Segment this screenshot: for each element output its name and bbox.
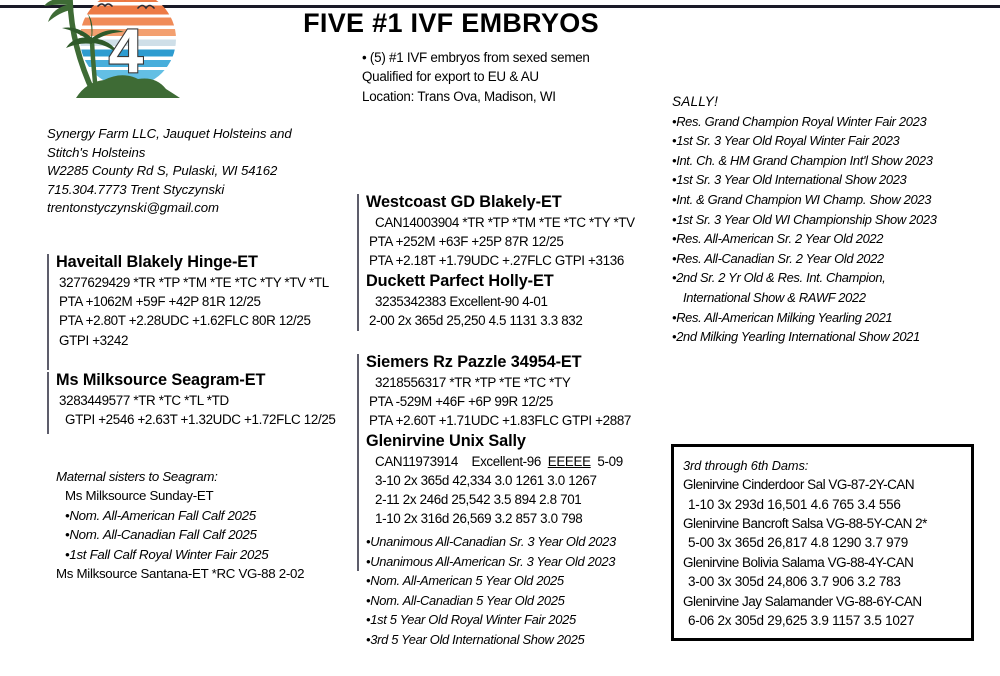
lot-number-glyph: 4: [109, 17, 144, 86]
dams-box-heading: 3rd through 6th Dams:: [683, 458, 809, 473]
sally-accolade-continuation: International Show & RAWF 2022: [683, 289, 866, 305]
dam-name: Glenirvine Bancroft Salsa VG-88-5Y-CAN 2…: [683, 516, 927, 532]
dam-entry: Glenirvine Bancroft Salsa VG-88-5Y-CAN 2…: [683, 514, 971, 553]
dam-entry: Glenirvine Jay Salamander VG-88-6Y-CAN 6…: [683, 592, 971, 631]
section-accent-bar: [357, 194, 359, 331]
sire-hinge-line: PTA +1062M +59F +42P 81R 12/25: [59, 294, 261, 310]
sire-blakely-name: Westcoast GD Blakely-ET: [366, 193, 562, 211]
sally-accolade: •2nd Sr. 2 Yr Old & Res. Int. Champion,: [672, 270, 886, 286]
maternal-sister-award: •Nom. All-Canadian Fall Calf 2025: [65, 527, 257, 543]
dam-sally-age: 5-09: [597, 453, 623, 469]
sire-pazzle-line: 3218556317 *TR *TP *TE *TC *TY: [375, 375, 571, 390]
sally-accolade: •1st Sr. 3 Year Old International Show 2…: [672, 172, 907, 188]
sally-show-result: •Nom. All-American 5 Year Old 2025: [366, 573, 564, 588]
sire-hinge-line: 3277629429 *TR *TP *TM *TE *TC *TY *TV *…: [59, 275, 329, 290]
consignor-line: 715.304.7773 Trent Styczynski: [47, 181, 225, 197]
sally-show-result: •3rd 5 Year Old International Show 2025: [366, 631, 585, 647]
maternal-sister-award: •Nom. All-American Fall Calf 2025: [65, 507, 256, 523]
sire-pazzle-line: PTA -529M +46F +6P 99R 12/25: [369, 394, 553, 410]
sire-blakely-line: PTA +252M +63F +25P 87R 12/25: [369, 234, 564, 250]
sally-accolades-panel: SALLY! •Res. Grand Champion Royal Winter…: [672, 92, 992, 347]
dam-sally-breakdown: EEEEE: [547, 453, 591, 469]
dam-record: 1-10 3x 293d 16,501 4.6 765 3.4 556: [688, 496, 901, 512]
dam-sally-name: Glenirvine Unix Sally: [366, 431, 526, 450]
dam-sally-reg: CAN11973914: [375, 453, 459, 469]
sally-show-results-list: •Unanimous All-Canadian Sr. 3 Year Old 2…: [366, 532, 666, 649]
dam-name: Glenirvine Jay Salamander VG-88-6Y-CAN: [683, 593, 922, 609]
sire-hinge-line: PTA +2.80T +2.28UDC +1.62FLC 80R 12/25: [59, 313, 311, 329]
sire-blakely-line: PTA +2.18T +1.79UDC +.27FLC GTPI +3136: [369, 253, 624, 269]
lot-description-line: • (5) #1 IVF embryos from sexed semen: [362, 50, 590, 65]
dam-record: 3-00 3x 305d 24,806 3.7 906 3.2 783: [688, 574, 901, 590]
farm-logo: 4: [40, 0, 220, 129]
dams-pedigree-box: 3rd through 6th Dams: Glenirvine Cinderd…: [671, 444, 974, 641]
sally-accolade: •Res. All-American Sr. 2 Year Old 2022: [672, 231, 884, 247]
consignor-email: trentonstyczynski@gmail.com: [47, 200, 219, 216]
dam-holly-record: 2-00 2x 365d 25,250 4.5 1131 3.3 832: [369, 312, 583, 328]
dam-record: 5-00 3x 365d 26,817 4.8 1290 3.7 979: [688, 535, 908, 551]
sally-accolade: •Int. & Grand Champion WI Champ. Show 20…: [672, 191, 932, 207]
sally-accolade: •2nd Milking Yearling International Show…: [672, 329, 920, 345]
sally-show-result: •Unanimous All-American Sr. 3 Year Old 2…: [366, 553, 616, 569]
section-accent-bar: [357, 354, 359, 571]
consignor-line: Synergy Farm LLC, Jauquet Holsteins and: [47, 126, 292, 141]
sally-show-result: •Unanimous All-Canadian Sr. 3 Year Old 2…: [366, 534, 616, 549]
maternal-sister-award: •1st Fall Calf Royal Winter Fair 2025: [65, 546, 269, 562]
dam-seagram-section: Ms Milksource Seagram-ET 3283449577 *TR …: [47, 370, 336, 434]
dam-seagram-line: GTPI +2546 +2.63T +1.32UDC +1.72FLC 12/2…: [65, 412, 336, 428]
sally-accolade: •1st Sr. 3 Year Old WI Championship Show…: [672, 211, 937, 227]
section-accent-bar: [47, 372, 49, 434]
maternal-sister-name: Ms Milksource Sunday-ET: [65, 488, 214, 504]
maternal-sister-name: Ms Milksource Santana-ET *RC VG-88 2-02: [56, 566, 305, 582]
lot-description-line: Qualified for export to EU & AU: [362, 69, 539, 85]
consignor-address-block: Synergy Farm LLC, Jauquet Holsteins and …: [47, 125, 347, 218]
sally-panel-heading: SALLY!: [672, 94, 719, 109]
sire-hinge-line: GTPI +3242: [59, 332, 129, 348]
dam-sally-id-line: CAN11973914 Excellent-96 EEEEE 5-09: [366, 452, 631, 471]
dam-holly-name: Duckett Parfect Holly-ET: [366, 271, 554, 290]
lot-description: • (5) #1 IVF embryos from sexed semen Qu…: [362, 48, 662, 106]
dam-sally-record: 2-11 2x 246d 25,542 3.5 894 2.8 701: [375, 492, 582, 508]
section-accent-bar: [47, 254, 49, 370]
dam-sally-score: Excellent-96: [471, 453, 542, 469]
dam-seagram-name: Ms Milksource Seagram-ET: [56, 371, 266, 389]
consignor-line: Stitch's Holsteins: [47, 144, 146, 160]
sally-show-result: •Nom. All-Canadian 5 Year Old 2025: [366, 592, 565, 608]
sally-accolade: •Int. Ch. & HM Grand Champion Int'l Show…: [672, 152, 933, 168]
consignor-line: W2285 County Rd S, Pulaski, WI 54162: [47, 163, 278, 179]
sally-show-result: •1st 5 Year Old Royal Winter Fair 2025: [366, 612, 576, 627]
sally-accolade: •Res. All-American Milking Yearling 2021: [672, 309, 893, 325]
sire-blakely-section: Westcoast GD Blakely-ET CAN14003904 *TR …: [357, 192, 635, 331]
dam-sally-record: 1-10 2x 316d 26,569 3.2 857 3.0 798: [375, 511, 583, 527]
dam-holly-line: 3235342383 Excellent-90 4-01: [375, 293, 548, 309]
tropical-sunset-logo-icon: 4: [44, 0, 180, 98]
page-title: FIVE #1 IVF EMBRYOS: [303, 8, 599, 38]
sire-blakely-line: CAN14003904 *TR *TP *TM *TE *TC *TY *TV: [375, 215, 635, 230]
dam-seagram-line: 3283449577 *TR *TC *TL *TD: [59, 393, 229, 408]
sire-pazzle-line: PTA +2.60T +1.71UDC +1.83FLC GTPI +2887: [369, 413, 632, 429]
dam-name: Glenirvine Bolivia Salama VG-88-4Y-CAN: [683, 554, 914, 570]
dam-name: Glenirvine Cinderdoor Sal VG-87-2Y-CAN: [683, 477, 915, 493]
sire-hinge-section: Haveitall Blakely Hinge-ET 3277629429 *T…: [47, 252, 329, 370]
lot-description-line: Location: Trans Ova, Madison, WI: [362, 88, 556, 104]
dam-entry: Glenirvine Cinderdoor Sal VG-87-2Y-CAN 1…: [683, 475, 971, 514]
dam-entry: Glenirvine Bolivia Salama VG-88-4Y-CAN 3…: [683, 553, 971, 592]
sire-pazzle-section: Siemers Rz Pazzle 34954-ET 3218556317 *T…: [357, 352, 632, 571]
maternal-sisters-section: Maternal sisters to Seagram: Ms Milksour…: [56, 467, 356, 583]
sally-accolade: •1st Sr. 3 Year Old Royal Winter Fair 20…: [672, 133, 900, 149]
sire-pazzle-name: Siemers Rz Pazzle 34954-ET: [366, 353, 582, 371]
top-divider-rule: [0, 5, 1000, 8]
dam-record: 6-06 2x 305d 29,625 3.9 1157 3.5 1027: [688, 613, 915, 629]
sally-accolade: •Res. All-Canadian Sr. 2 Year Old 2022: [672, 250, 884, 266]
dam-sally-record: 3-10 2x 365d 42,334 3.0 1261 3.0 1267: [375, 472, 597, 488]
maternal-sisters-heading: Maternal sisters to Seagram:: [56, 469, 218, 484]
sire-hinge-name: Haveitall Blakely Hinge-ET: [56, 253, 258, 271]
sally-accolade: •Res. Grand Champion Royal Winter Fair 2…: [672, 113, 927, 129]
